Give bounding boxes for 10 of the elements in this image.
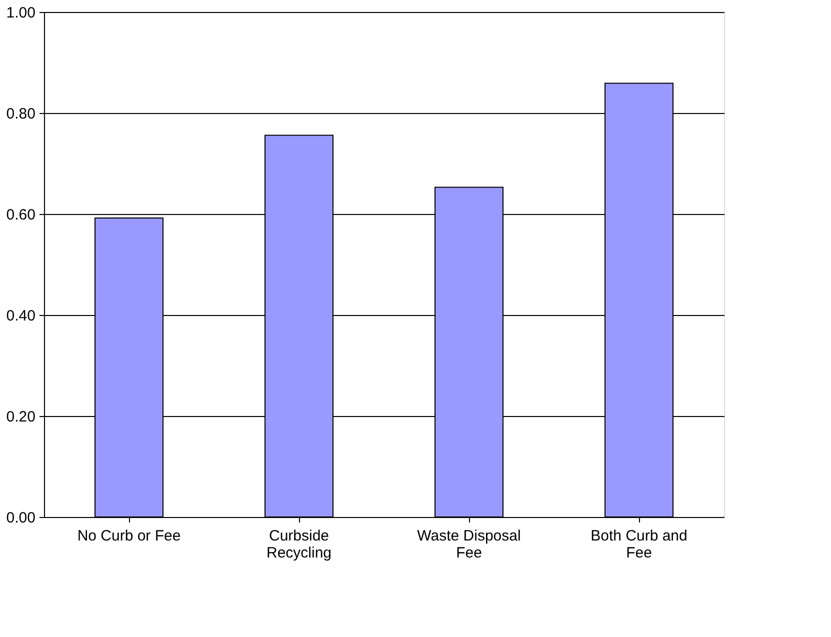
y-tick-label: 0.40	[6, 308, 36, 324]
x-tick-label: No Curb or Fee	[77, 528, 181, 544]
x-tick-label: Waste Disposal Fee	[417, 528, 521, 562]
x-tick-label: Curbside Recycling	[266, 528, 332, 562]
y-tick-label: 0.80	[6, 106, 36, 122]
x-tick-label: Both Curb and Fee	[590, 528, 688, 562]
y-tick-label: 0.00	[6, 510, 36, 526]
y-tick-label: 1.00	[6, 4, 36, 22]
y-tick-label: 0.60	[6, 206, 36, 224]
y-tick-label: 0.20	[6, 408, 36, 426]
